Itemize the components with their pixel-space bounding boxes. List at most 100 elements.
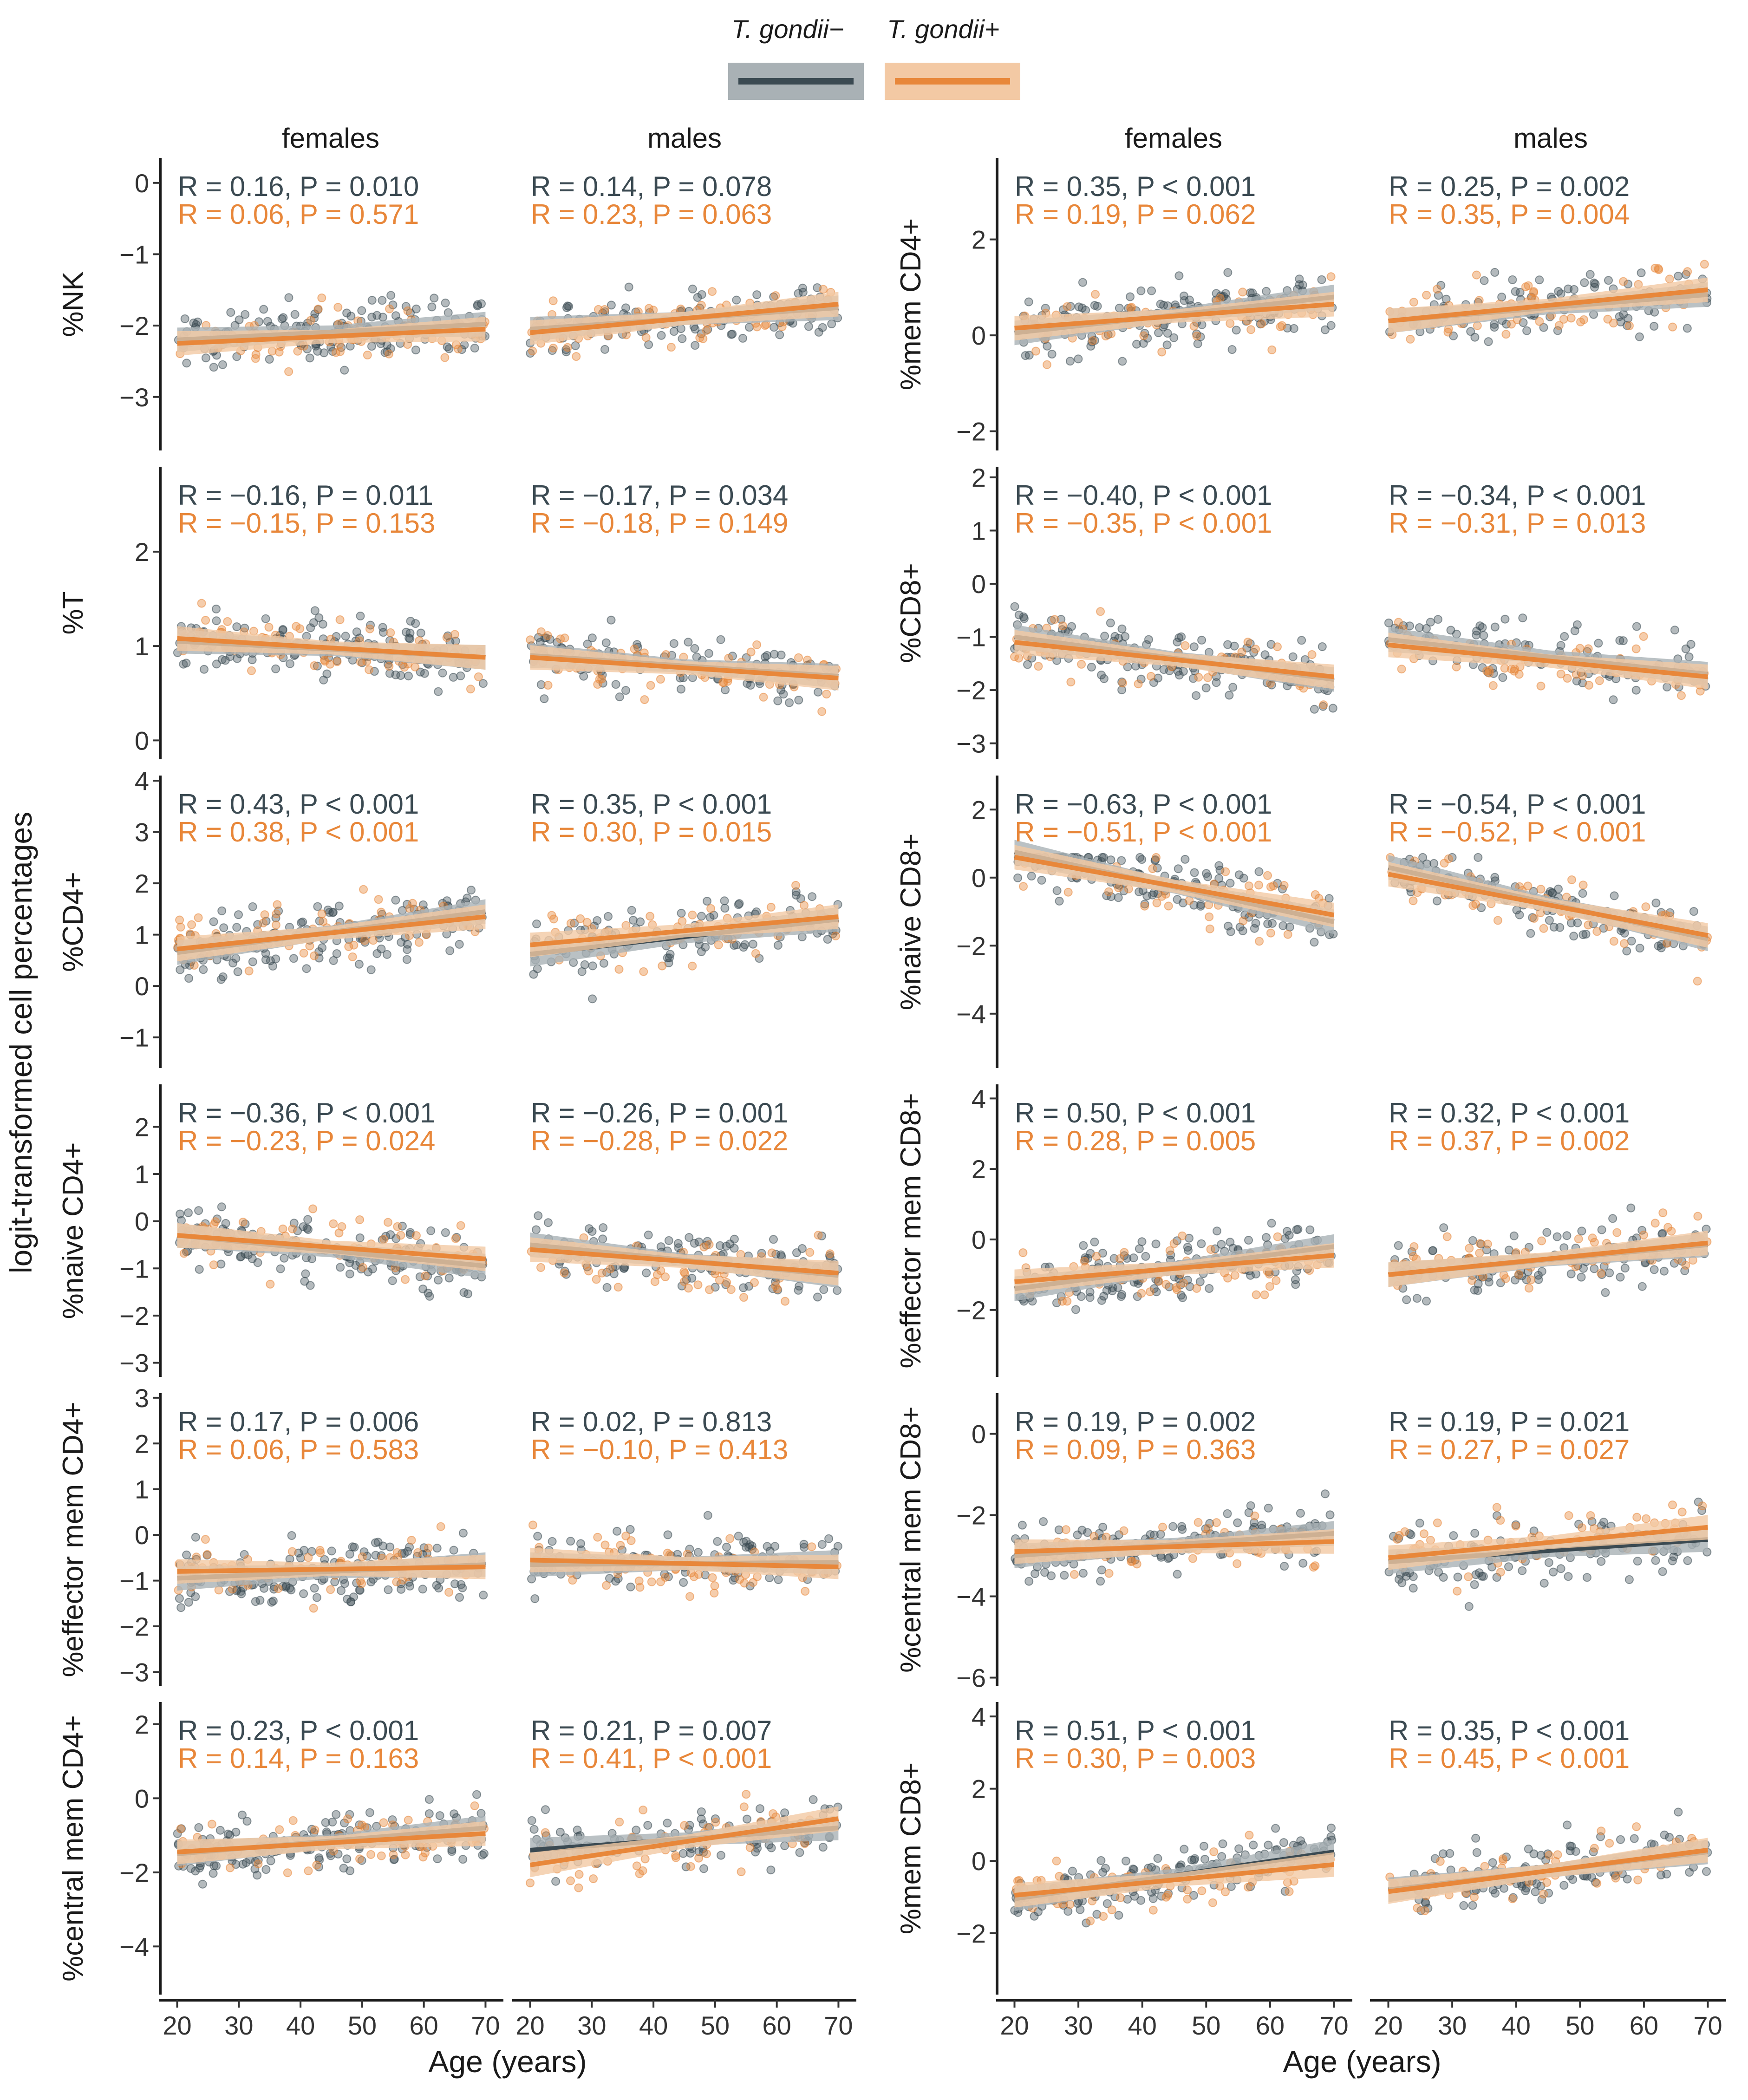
- data-point-neg: [385, 669, 394, 678]
- data-point-neg: [1597, 1557, 1606, 1566]
- data-point-pos: [746, 647, 756, 657]
- data-point-pos: [384, 1218, 392, 1227]
- data-point-neg: [1599, 1518, 1608, 1527]
- data-point-neg: [218, 360, 227, 369]
- y-tick-label: 2: [972, 225, 986, 254]
- data-point-neg: [697, 912, 706, 921]
- x-tick-label: 50: [348, 2011, 377, 2040]
- data-point-pos: [401, 1850, 410, 1859]
- data-point-neg: [644, 1230, 653, 1239]
- data-point-neg: [217, 1202, 226, 1212]
- data-point-neg: [588, 961, 597, 971]
- strip-left-females: females: [282, 123, 379, 154]
- data-point-pos: [536, 627, 546, 636]
- data-point-pos: [1104, 1569, 1114, 1578]
- data-point-pos: [374, 895, 383, 904]
- data-point-neg: [1079, 1241, 1088, 1250]
- data-point-neg: [444, 344, 454, 353]
- data-point-neg: [1605, 1268, 1614, 1278]
- data-point-neg: [367, 313, 377, 322]
- data-point-pos: [1492, 1503, 1501, 1512]
- data-point-pos: [597, 1268, 607, 1278]
- data-point-pos: [1089, 1532, 1099, 1541]
- y-tick-label: 1: [972, 516, 986, 545]
- data-point-neg: [1234, 870, 1244, 880]
- data-point-pos: [1452, 662, 1461, 672]
- y-tick-label: −1: [119, 240, 149, 269]
- data-point-neg: [697, 947, 706, 956]
- data-point-neg: [1071, 1305, 1080, 1314]
- data-point-neg: [1019, 612, 1028, 621]
- data-point-neg: [684, 638, 693, 647]
- data-point-pos: [1043, 360, 1051, 369]
- data-point-pos: [1574, 1234, 1583, 1244]
- y-tick-label: −2: [956, 676, 986, 705]
- stat-label-neg: R = −0.34, P < 0.001: [1389, 480, 1646, 511]
- data-point-pos: [1578, 880, 1588, 890]
- data-point-pos: [817, 707, 827, 716]
- data-point-neg: [532, 920, 541, 928]
- data-point-neg: [1180, 291, 1188, 300]
- data-point-neg: [1297, 636, 1306, 645]
- stat-label-neg: R = 0.25, P = 0.002: [1389, 171, 1630, 202]
- data-point-neg: [357, 306, 366, 315]
- data-point-neg: [808, 892, 817, 901]
- data-point-neg: [1305, 1225, 1315, 1234]
- data-point-pos: [288, 1224, 297, 1233]
- data-point-pos: [403, 306, 412, 315]
- data-point-neg: [599, 1223, 608, 1232]
- data-point-neg: [425, 1291, 434, 1301]
- data-point-neg: [1151, 1239, 1161, 1249]
- data-point-pos: [1230, 1271, 1239, 1280]
- data-point-neg: [1190, 868, 1199, 877]
- data-point-neg: [1577, 1272, 1586, 1282]
- y-label: %naive CD8+: [895, 834, 927, 1011]
- data-point-neg: [302, 1224, 312, 1233]
- data-point-pos: [1422, 291, 1431, 300]
- data-point-neg: [312, 1593, 321, 1602]
- data-point-pos: [408, 899, 417, 908]
- data-point-neg: [345, 1269, 354, 1278]
- data-point-pos: [719, 678, 729, 687]
- data-point-pos: [393, 1222, 402, 1231]
- data-point-pos: [293, 346, 302, 356]
- data-point-pos: [1393, 1535, 1402, 1544]
- data-point-pos: [1668, 322, 1677, 332]
- data-point-neg: [280, 1253, 289, 1263]
- data-point-neg: [1159, 665, 1168, 674]
- data-point-neg: [406, 617, 415, 626]
- data-point-pos: [616, 1541, 625, 1550]
- data-point-pos: [1639, 632, 1648, 641]
- data-point-pos: [771, 1281, 780, 1291]
- data-point-pos: [652, 1270, 662, 1279]
- data-point-pos: [299, 948, 308, 958]
- data-point-neg: [773, 941, 783, 950]
- stat-label-pos: R = −0.31, P = 0.013: [1389, 508, 1646, 539]
- data-point-neg: [752, 290, 762, 300]
- y-tick-label: 0: [972, 1225, 986, 1254]
- data-point-neg: [1518, 1566, 1527, 1575]
- data-point-neg: [279, 313, 288, 322]
- data-point-pos: [228, 1585, 237, 1594]
- y-tick-label: 0: [135, 1520, 149, 1550]
- data-point-neg: [1065, 357, 1075, 366]
- data-point-neg: [1632, 622, 1641, 631]
- data-point-neg: [318, 620, 327, 629]
- data-point-pos: [592, 1275, 601, 1284]
- data-point-pos: [1496, 1516, 1505, 1525]
- data-point-neg: [1552, 1232, 1562, 1241]
- data-point-pos: [414, 938, 424, 947]
- data-point-neg: [1317, 275, 1326, 284]
- stat-label-neg: R = 0.32, P < 0.001: [1389, 1097, 1630, 1128]
- data-point-neg: [411, 346, 420, 355]
- data-point-neg: [231, 1827, 241, 1837]
- data-point-pos: [1683, 267, 1692, 276]
- data-point-neg: [1535, 275, 1544, 285]
- data-point-neg: [644, 340, 653, 349]
- data-point-neg: [1289, 324, 1298, 333]
- y-tick-label: −4: [956, 999, 986, 1029]
- data-point-neg: [551, 1877, 561, 1886]
- data-point-pos: [646, 912, 655, 921]
